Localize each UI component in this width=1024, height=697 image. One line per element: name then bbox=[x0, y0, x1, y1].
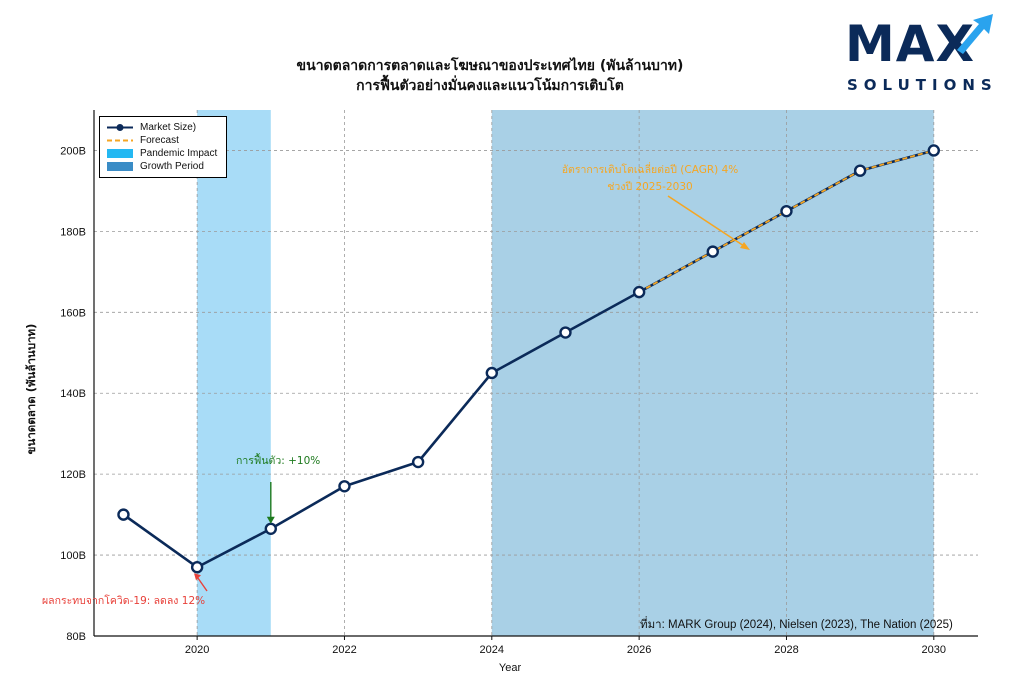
legend-key-growth-swatch bbox=[107, 162, 133, 171]
arrowhead-recovery bbox=[266, 516, 275, 524]
y-tick-label: 100B bbox=[60, 550, 86, 562]
data-point bbox=[853, 164, 867, 177]
data-point bbox=[264, 522, 277, 535]
source-note: ที่มา: MARK Group (2024), Nielsen (2023)… bbox=[640, 619, 953, 631]
x-tick-label: 2026 bbox=[627, 644, 651, 656]
span-growth-period bbox=[491, 110, 934, 636]
logo-subtitle: SOLUTIONS bbox=[847, 76, 998, 94]
y-tick-label: 120B bbox=[60, 469, 86, 481]
y-tick-label: 180B bbox=[60, 226, 86, 238]
span-pandemic-impact bbox=[197, 110, 271, 636]
x-tick-label: 2030 bbox=[922, 644, 946, 656]
data-point bbox=[706, 245, 719, 258]
y-axis-label: ขนาดตลาด (พันล้านบาท) bbox=[24, 323, 38, 455]
annotation-cagr-line1: อัตราการเติบโตเฉลี่ยต่อปี (CAGR) 4% bbox=[561, 164, 739, 176]
y-tick-label: 200B bbox=[60, 145, 86, 157]
legend-key-line-marker bbox=[107, 124, 133, 131]
legend-label-pandemic: Pandemic Impact bbox=[140, 148, 218, 159]
data-point bbox=[338, 480, 351, 493]
chart-title-line1: ขนาดตลาดการตลาดและโฆษณาของประเทศไทย (พัน… bbox=[296, 58, 684, 74]
legend-key-pandemic-swatch bbox=[107, 149, 133, 158]
data-point bbox=[190, 561, 204, 574]
annotation-covid-impact: ผลกระทบจากโควิด-19: ลดลง 12% bbox=[42, 595, 206, 607]
series-line-market-size bbox=[122, 149, 935, 569]
chart-title-line2: การฟื้นตัวอย่างมั่นคงและแนวโน้มการเติบโต bbox=[356, 78, 624, 94]
data-point bbox=[632, 285, 646, 299]
legend-label-forecast: Forecast bbox=[140, 135, 179, 146]
data-point bbox=[411, 455, 425, 469]
legend-key-dashed-line bbox=[107, 139, 133, 142]
arrowhead-cagr bbox=[740, 242, 750, 250]
x-tick-label: 2022 bbox=[332, 644, 356, 656]
logo-word: MAX bbox=[845, 15, 976, 73]
data-point bbox=[927, 144, 940, 157]
data-point bbox=[117, 508, 130, 521]
data-point bbox=[559, 326, 572, 339]
annotation-cagr: อัตราการเติบโตเฉลี่ยต่อปี (CAGR) 4% ช่วง… bbox=[540, 161, 760, 195]
legend-label-market-size: Market Size) bbox=[140, 122, 197, 133]
annotation-recovery: การฟื้นตัว: +10% bbox=[236, 455, 321, 467]
x-axis-label: Year bbox=[498, 662, 522, 674]
x-tick-label: 2024 bbox=[480, 644, 504, 656]
legend: Market Size) Forecast Pandemic Impact Gr… bbox=[99, 116, 227, 178]
max-solutions-logo: MAX SOLUTIONS bbox=[843, 10, 998, 100]
logo-arrow-icon bbox=[957, 14, 993, 54]
arrowhead-covid bbox=[194, 573, 201, 581]
chart-title: ขนาดตลาดการตลาดและโฆษณาของประเทศไทย (พัน… bbox=[180, 56, 800, 96]
arrow-cagr bbox=[667, 195, 745, 247]
legend-label-growth: Growth Period bbox=[140, 161, 204, 172]
data-point bbox=[780, 204, 793, 218]
y-tick-label: 140B bbox=[60, 388, 86, 400]
y-tick-label: 160B bbox=[60, 307, 86, 319]
x-tick-label: 2020 bbox=[185, 644, 209, 656]
y-tick-label: 80B bbox=[66, 631, 86, 643]
y-axis-label-wrap: ขนาดตลาด (พันล้านบาท) bbox=[12, 300, 52, 500]
data-point bbox=[485, 366, 498, 380]
x-tick-label: 2028 bbox=[774, 644, 798, 656]
annotation-cagr-line2: ช่วงปี 2025-2030 bbox=[607, 181, 693, 193]
